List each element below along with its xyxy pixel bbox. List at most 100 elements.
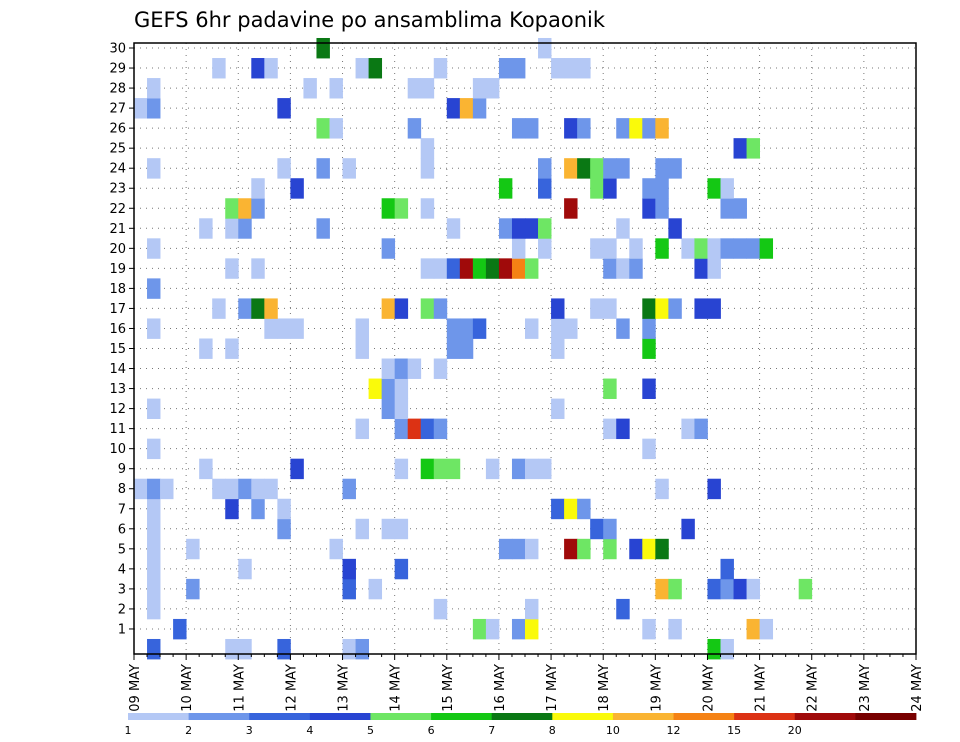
legend-swatch-2: [249, 713, 311, 720]
cell-member-0-step-7: [225, 638, 239, 660]
cell-member-9-step-29: [511, 458, 526, 480]
x-tick-label-9: 18 MAY: [597, 664, 612, 712]
cell-member-5-step-34: [577, 538, 591, 560]
cell-member-10-step-1: [147, 438, 161, 460]
cell-member-19-step-9: [251, 258, 265, 279]
cell-member-14-step-23: [433, 358, 448, 379]
cell-member-22-step-46: [733, 198, 747, 219]
cell-member-11-step-21: [407, 418, 422, 440]
cell-member-7-step-1: [147, 498, 161, 520]
cell-member-19-step-7: [225, 258, 239, 279]
cell-member-28-step-21: [407, 78, 422, 99]
cell-member-21-step-8: [238, 218, 252, 239]
cell-member-4-step-8: [238, 558, 252, 580]
cell-member-25-step-22: [420, 138, 435, 159]
cell-member-14-step-19: [381, 358, 396, 379]
cell-member-5-step-40: [655, 538, 669, 560]
cell-member-24-step-31: [538, 158, 552, 179]
cell-member-3-step-41: [668, 578, 682, 600]
y-tick-label-13: 13: [109, 382, 126, 397]
cell-member-4-step-45: [720, 558, 734, 580]
cell-member-17-step-43: [694, 298, 708, 319]
x-tick-label-1: 10 MAY: [180, 664, 195, 712]
cell-member-5-step-29: [511, 538, 526, 560]
cell-member-23-step-40: [655, 178, 669, 199]
cell-member-23-step-12: [290, 178, 304, 199]
cell-member-26-step-34: [577, 118, 591, 139]
cell-member-29-step-34: [577, 58, 591, 79]
cell-member-8-step-16: [342, 478, 356, 500]
cell-member-15-step-5: [199, 338, 213, 359]
cell-member-16-step-10: [264, 318, 278, 339]
cell-member-23-step-28: [498, 178, 513, 199]
cell-member-11-step-23: [433, 418, 448, 440]
cell-member-3-step-51: [798, 578, 813, 600]
cell-member-22-step-7: [225, 198, 239, 219]
y-tick-label-27: 27: [109, 102, 126, 117]
legend-label-6: 6: [428, 724, 435, 737]
cell-member-20-step-35: [590, 238, 604, 259]
cell-member-16-step-1: [147, 318, 161, 339]
cell-member-29-step-23: [433, 58, 448, 79]
y-tick-label-18: 18: [109, 282, 126, 297]
cell-member-6-step-17: [355, 518, 369, 540]
y-tick-label-1: 1: [118, 622, 126, 637]
cell-member-2-step-37: [616, 598, 630, 620]
cell-member-11-step-17: [355, 418, 369, 440]
legend-label-10: 10: [606, 724, 620, 737]
cell-member-24-step-33: [564, 158, 578, 179]
cell-member-1-step-39: [642, 618, 656, 640]
cell-member-9-step-23: [433, 458, 448, 480]
cell-member-16-step-12: [290, 318, 304, 339]
cell-member-29-step-9: [251, 58, 265, 79]
cell-member-22-step-8: [238, 198, 252, 219]
cell-member-20-step-42: [681, 238, 695, 259]
cell-member-22-step-19: [381, 198, 396, 219]
cell-member-0-step-8: [238, 638, 252, 660]
cell-member-23-step-9: [251, 178, 265, 199]
cell-member-19-step-26: [472, 258, 487, 279]
cell-member-7-step-32: [551, 498, 565, 520]
y-tick-label-26: 26: [109, 122, 126, 137]
cell-member-9-step-24: [446, 458, 461, 480]
cell-member-11-step-20: [394, 418, 409, 440]
cell-member-19-step-24: [446, 258, 461, 279]
heatmap-cells: [134, 37, 813, 660]
y-tick-label-6: 6: [118, 522, 126, 537]
y-tick-label-3: 3: [118, 582, 126, 597]
cell-member-26-step-38: [629, 118, 643, 139]
x-tick-label-12: 21 MAY: [754, 664, 769, 712]
cell-member-1-step-48: [759, 618, 774, 640]
y-tick-label-10: 10: [109, 442, 126, 457]
x-tick-label-3: 12 MAY: [284, 664, 299, 712]
cell-member-8-step-10: [264, 478, 278, 500]
cell-member-21-step-7: [225, 218, 239, 239]
cell-member-26-step-14: [316, 118, 330, 139]
cell-member-4-step-20: [394, 558, 409, 580]
y-tick-label-11: 11: [109, 422, 126, 437]
cell-member-28-step-27: [485, 78, 500, 99]
cell-member-7-step-7: [225, 498, 239, 520]
cell-member-29-step-29: [511, 58, 526, 79]
x-tick-label-8: 17 MAY: [545, 664, 560, 712]
legend-label-3: 3: [246, 724, 253, 737]
cell-member-17-step-9: [251, 298, 265, 319]
cell-member-2-step-23: [433, 598, 448, 620]
cell-member-19-step-44: [707, 258, 721, 279]
cell-member-17-step-23: [433, 298, 448, 319]
cell-member-17-step-36: [603, 298, 617, 319]
cell-member-24-step-16: [342, 158, 356, 179]
cell-member-20-step-45: [720, 238, 734, 259]
x-tick-label-2: 11 MAY: [232, 664, 247, 712]
cell-member-6-step-20: [394, 518, 409, 540]
x-tick-label-7: 16 MAY: [493, 664, 508, 712]
cell-member-21-step-41: [668, 218, 682, 239]
cell-member-26-step-39: [642, 118, 656, 139]
cell-member-3-step-16: [342, 578, 356, 600]
cell-member-20-step-48: [759, 238, 774, 259]
legend-swatch-10: [734, 713, 796, 720]
x-axis-ticks: 09 MAY 10 MAY 11 MAY 12 MAY 13 MAY 14 MAY 15 M…: [128, 654, 925, 712]
cell-member-8-step-2: [160, 478, 174, 500]
cell-member-21-step-24: [446, 218, 461, 239]
